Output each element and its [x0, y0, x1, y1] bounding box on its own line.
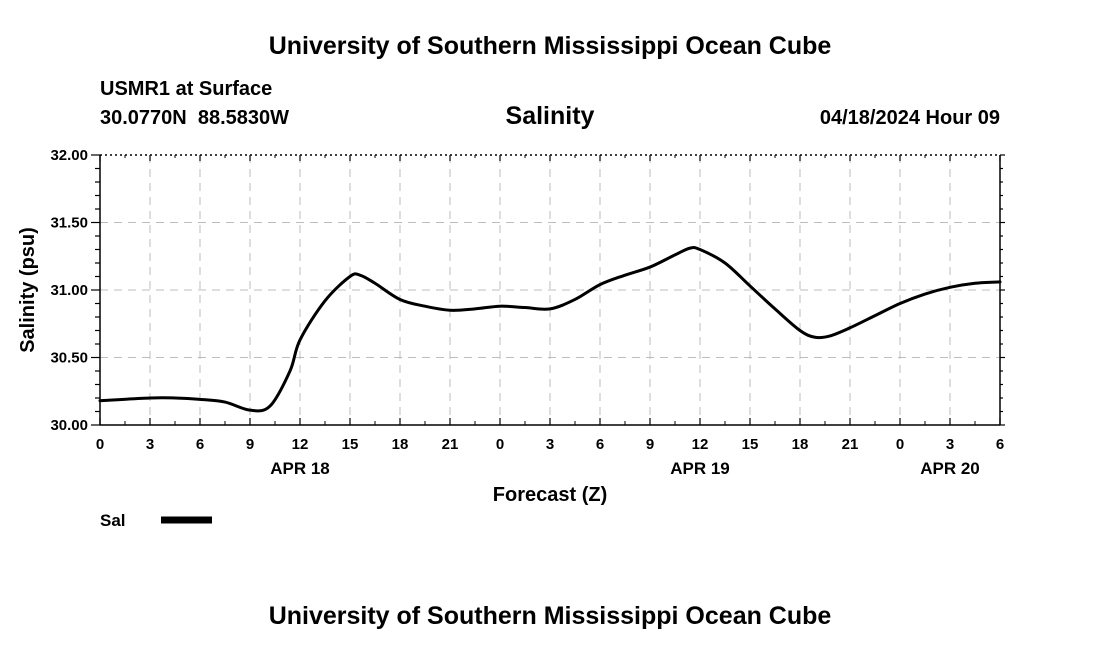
footer-title: University of Southern Mississippi Ocean…: [269, 602, 832, 630]
y-tick-label: 31.00: [50, 282, 88, 299]
y-axis-label: Salinity (psu): [17, 227, 39, 353]
x-date-label: APR 20: [920, 459, 980, 478]
x-date-label: APR 18: [270, 459, 330, 478]
x-tick-label: 6: [596, 436, 604, 453]
y-tick-label: 32.00: [50, 147, 88, 164]
y-tick-label: 31.50: [50, 215, 88, 232]
x-tick-label: 21: [842, 436, 859, 453]
x-tick-label: 12: [692, 436, 709, 453]
plot-grid: [100, 155, 1000, 425]
x-tick-label: 18: [392, 436, 409, 453]
x-tick-label: 3: [946, 436, 954, 453]
x-tick-label: 0: [96, 436, 104, 453]
page-title: University of Southern Mississippi Ocean…: [269, 32, 832, 60]
x-tick-label: 12: [292, 436, 309, 453]
series-line-sal: [98, 246, 1002, 413]
x-tick-label: 9: [246, 436, 254, 453]
x-tick-label: 0: [896, 436, 904, 453]
x-tick-label: 21: [442, 436, 459, 453]
x-tick-label: 15: [342, 436, 359, 453]
station-label: USMR1 at Surface: [100, 78, 272, 100]
y-tick-label: 30.50: [50, 350, 88, 367]
chart-title: Salinity: [506, 102, 595, 130]
x-tick-label: 18: [792, 436, 809, 453]
legend-label: Sal: [100, 511, 126, 530]
plot-axes: 0 3 6 9 12 15 18 21 0 3 6 9 12 15 18 21 0 3 6 APR 18 APR 19 A…: [50, 147, 1005, 478]
y-tick-label: 30.00: [50, 417, 88, 434]
x-tick-label: 3: [546, 436, 554, 453]
plot-series: [98, 246, 1002, 413]
x-tick-label: 6: [996, 436, 1004, 453]
x-axis-label: Forecast (Z): [493, 484, 607, 506]
x-tick-label: 0: [496, 436, 504, 453]
x-date-label: APR 19: [670, 459, 730, 478]
x-tick-label: 3: [146, 436, 154, 453]
x-tick-label: 6: [196, 436, 204, 453]
x-tick-label: 9: [646, 436, 654, 453]
forecast-timestamp: 04/18/2024 Hour 09: [820, 107, 1000, 129]
station-coordinates: 30.0770N 88.5830W: [100, 107, 289, 129]
legend: Sal: [100, 511, 212, 530]
x-tick-label: 15: [742, 436, 759, 453]
